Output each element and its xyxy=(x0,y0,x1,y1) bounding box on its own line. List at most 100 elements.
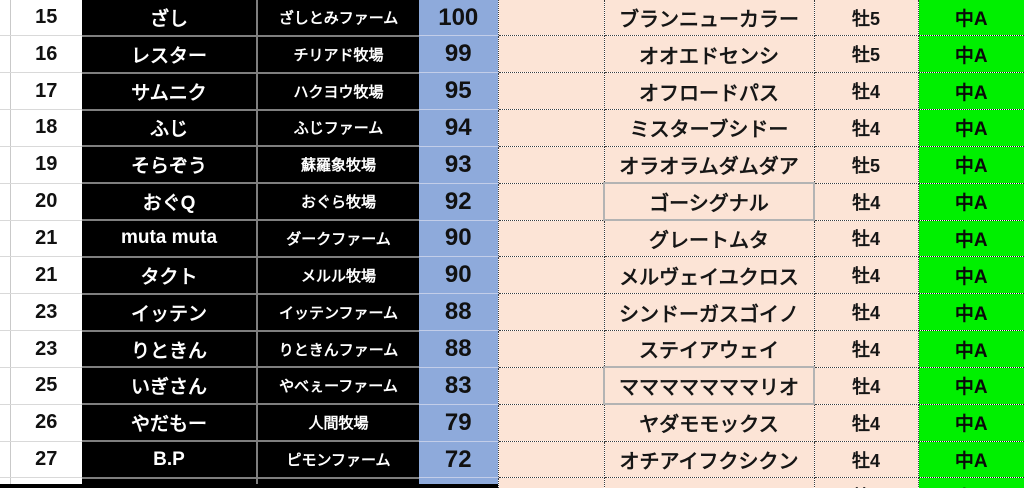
owner-name-cell[interactable]: やだもー xyxy=(82,404,257,443)
rank-cell[interactable]: 21 xyxy=(10,220,82,258)
horse-name-cell[interactable]: オフロードパス xyxy=(603,72,815,111)
farm-name-cell[interactable]: ピモンファーム xyxy=(256,441,419,479)
rank-cell[interactable]: 21 xyxy=(10,256,82,295)
score-cell[interactable]: 95 xyxy=(419,72,498,111)
owner-name-cell[interactable]: B.P xyxy=(82,441,257,479)
horse-name-cell[interactable]: マママママママリオ xyxy=(603,366,815,406)
farm-name-cell[interactable]: イッテンファーム xyxy=(256,293,419,332)
rank-cell[interactable]: 26 xyxy=(10,404,82,442)
farm-name-cell[interactable]: ハクヨウ牧場 xyxy=(256,72,419,111)
score-cell[interactable]: 94 xyxy=(419,109,498,147)
horse-name-cell[interactable]: コロッケ xyxy=(603,477,815,488)
horse-name-cell[interactable]: オチアイフクシクン xyxy=(603,440,815,479)
rating-cell[interactable]: 中A xyxy=(917,0,1024,37)
farm-name-cell[interactable]: メルル牧場 xyxy=(256,256,419,295)
left-margin-cell[interactable] xyxy=(0,256,11,295)
rank-cell[interactable]: 16 xyxy=(10,35,82,74)
score-cell[interactable]: 100 xyxy=(419,0,498,37)
empty-cell[interactable] xyxy=(497,182,605,221)
empty-cell[interactable] xyxy=(497,366,605,405)
rank-cell[interactable]: 18 xyxy=(10,109,82,147)
horse-name-cell[interactable]: ミスターブシドー xyxy=(603,109,815,147)
rating-cell[interactable]: 中A xyxy=(917,403,1024,442)
horse-name-cell[interactable]: ゴーシグナル xyxy=(603,182,815,222)
rank-cell[interactable]: 20 xyxy=(10,183,82,221)
score-cell[interactable]: 92 xyxy=(419,183,498,221)
rank-cell[interactable]: 25 xyxy=(10,367,82,405)
left-margin-cell[interactable] xyxy=(0,72,11,111)
rating-cell[interactable]: 中A xyxy=(917,182,1024,221)
horse-name-cell[interactable]: ブランニューカラー xyxy=(603,0,815,37)
rating-cell[interactable]: 中A xyxy=(917,366,1024,405)
empty-cell[interactable] xyxy=(497,35,605,74)
rank-cell[interactable]: 15 xyxy=(10,0,82,37)
sex-age-cell[interactable]: 牡4 xyxy=(813,72,919,111)
sex-age-cell[interactable]: 牡4 xyxy=(813,182,919,221)
score-cell[interactable]: 83 xyxy=(419,367,498,405)
empty-cell[interactable] xyxy=(497,330,605,368)
left-margin-cell[interactable] xyxy=(0,404,11,442)
farm-name-cell[interactable]: ざしとみファーム xyxy=(256,0,419,37)
sex-age-cell[interactable]: 牡4 xyxy=(813,366,919,405)
sex-age-cell[interactable]: 牡4 xyxy=(813,440,919,479)
horse-name-cell[interactable]: グレートムタ xyxy=(603,219,815,258)
sex-age-cell[interactable]: 牡5 xyxy=(813,145,919,184)
left-margin-cell[interactable] xyxy=(0,293,11,332)
score-cell[interactable]: 99 xyxy=(419,35,498,74)
empty-cell[interactable] xyxy=(497,0,605,37)
left-margin-cell[interactable] xyxy=(0,109,11,147)
farm-name-cell[interactable]: やべぇーファーム xyxy=(256,367,419,406)
rating-cell[interactable]: 中A xyxy=(917,440,1024,479)
sex-age-cell[interactable]: 牡4 xyxy=(813,403,919,442)
owner-name-cell[interactable]: りときん xyxy=(82,330,257,369)
farm-name-cell[interactable]: サト牧場 xyxy=(256,477,419,488)
rank-cell[interactable]: 19 xyxy=(10,146,82,184)
farm-name-cell[interactable]: 人間牧場 xyxy=(256,404,419,443)
sex-age-cell[interactable]: 牡5 xyxy=(813,35,919,74)
farm-name-cell[interactable]: 蘇羅象牧場 xyxy=(256,146,419,185)
empty-cell[interactable] xyxy=(497,145,605,184)
score-cell[interactable]: 72 xyxy=(419,441,498,479)
rating-cell[interactable]: 中A xyxy=(917,145,1024,184)
horse-name-cell[interactable]: オオエドセンシ xyxy=(603,35,815,74)
rating-cell[interactable]: 中A xyxy=(917,219,1024,258)
empty-cell[interactable] xyxy=(497,477,605,488)
left-margin-cell[interactable] xyxy=(0,477,11,488)
rating-cell[interactable]: 中A xyxy=(917,72,1024,111)
owner-name-cell[interactable]: タクト xyxy=(82,256,257,295)
horse-name-cell[interactable]: ヤダモモックス xyxy=(603,403,815,442)
owner-name-cell[interactable]: おぐQ xyxy=(82,183,257,222)
score-cell[interactable]: 88 xyxy=(419,330,498,368)
rating-cell[interactable]: 中A xyxy=(917,477,1024,488)
rank-cell[interactable]: 23 xyxy=(10,330,82,368)
rank-cell[interactable]: 27 xyxy=(10,441,82,479)
sex-age-cell[interactable]: 牡4 xyxy=(813,219,919,258)
sex-age-cell[interactable]: 牡5 xyxy=(813,477,919,488)
empty-cell[interactable] xyxy=(497,293,605,332)
left-margin-cell[interactable] xyxy=(0,367,11,405)
empty-cell[interactable] xyxy=(497,403,605,442)
score-cell[interactable]: 79 xyxy=(419,404,498,442)
sex-age-cell[interactable]: 牡4 xyxy=(813,293,919,332)
score-cell[interactable]: 90 xyxy=(419,256,498,295)
horse-name-cell[interactable]: ステイアウェイ xyxy=(603,330,815,368)
farm-name-cell[interactable]: りときんファーム xyxy=(256,330,419,369)
owner-name-cell[interactable]: サムニク xyxy=(82,72,257,111)
sex-age-cell[interactable]: 牡4 xyxy=(813,109,919,147)
score-cell[interactable]: 88 xyxy=(419,293,498,332)
empty-cell[interactable] xyxy=(497,440,605,479)
left-margin-cell[interactable] xyxy=(0,441,11,479)
left-margin-cell[interactable] xyxy=(0,183,11,221)
owner-name-cell[interactable]: muta muta xyxy=(82,220,257,258)
horse-name-cell[interactable]: シンドーガスゴイノ xyxy=(603,293,815,332)
owner-name-cell[interactable]: レスター xyxy=(82,35,257,74)
sex-age-cell[interactable]: 牡5 xyxy=(813,0,919,37)
rating-cell[interactable]: 中A xyxy=(917,256,1024,295)
rating-cell[interactable]: 中A xyxy=(917,293,1024,332)
sex-age-cell[interactable]: 牡4 xyxy=(813,256,919,295)
owner-name-cell[interactable]: ふじ xyxy=(82,109,257,148)
owner-name-cell[interactable]: ざし xyxy=(82,0,257,37)
farm-name-cell[interactable]: ふじファーム xyxy=(256,109,419,148)
left-margin-cell[interactable] xyxy=(0,0,11,37)
left-margin-cell[interactable] xyxy=(0,220,11,258)
